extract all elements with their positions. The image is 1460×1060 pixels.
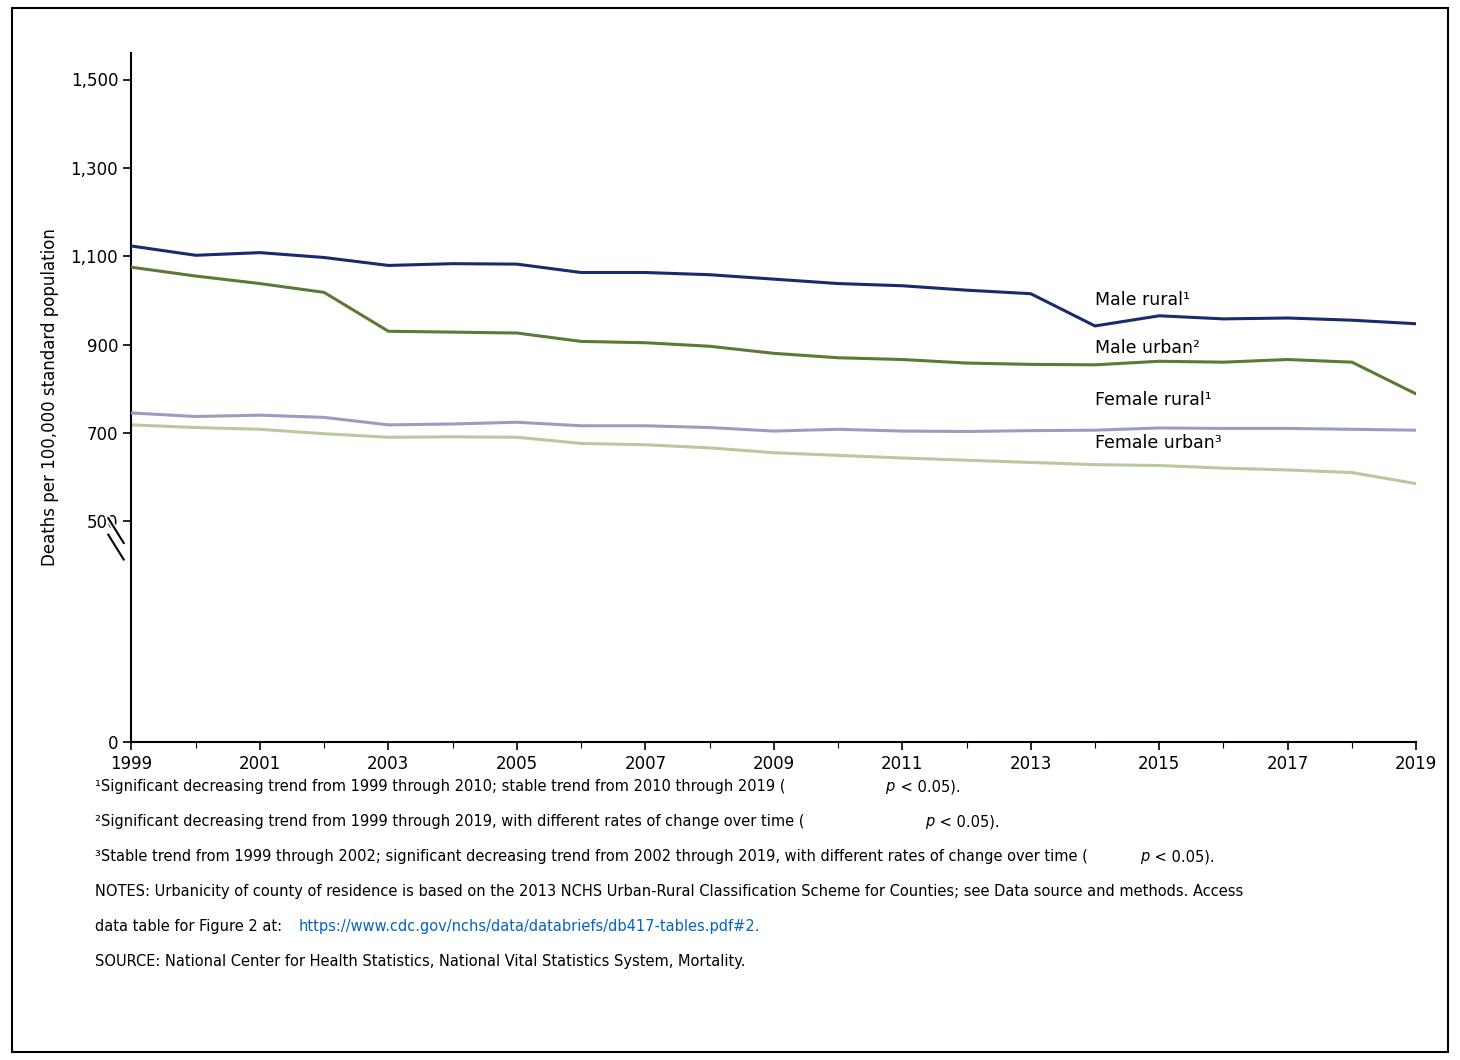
Text: p: p xyxy=(1140,849,1149,864)
Text: ³Stable trend from 1999 through 2002; significant decreasing trend from 2002 thr: ³Stable trend from 1999 through 2002; si… xyxy=(95,849,1088,864)
Text: https://www.cdc.gov/nchs/data/databriefs/db417-tables.pdf#2.: https://www.cdc.gov/nchs/data/databriefs… xyxy=(298,919,761,934)
Text: NOTES: Urbanicity of county of residence is based on the 2013 NCHS Urban-Rural C: NOTES: Urbanicity of county of residence… xyxy=(95,884,1242,899)
Text: data table for Figure 2 at:: data table for Figure 2 at: xyxy=(95,919,286,934)
Y-axis label: Deaths per 100,000 standard population: Deaths per 100,000 standard population xyxy=(41,229,60,566)
Text: Female rural¹: Female rural¹ xyxy=(1095,391,1212,409)
Text: p: p xyxy=(926,814,934,829)
Text: < 0.05).: < 0.05). xyxy=(936,814,1000,829)
Text: SOURCE: National Center for Health Statistics, National Vital Statistics System,: SOURCE: National Center for Health Stati… xyxy=(95,954,746,969)
Text: p: p xyxy=(885,779,895,794)
Text: Male rural¹: Male rural¹ xyxy=(1095,290,1190,308)
Text: Female urban³: Female urban³ xyxy=(1095,435,1222,453)
Text: Male urban²: Male urban² xyxy=(1095,339,1200,357)
Text: < 0.05).: < 0.05). xyxy=(895,779,961,794)
Text: < 0.05).: < 0.05). xyxy=(1150,849,1215,864)
Text: ²Significant decreasing trend from 1999 through 2019, with different rates of ch: ²Significant decreasing trend from 1999 … xyxy=(95,814,804,829)
Text: ¹Significant decreasing trend from 1999 through 2010; stable trend from 2010 thr: ¹Significant decreasing trend from 1999 … xyxy=(95,779,785,794)
